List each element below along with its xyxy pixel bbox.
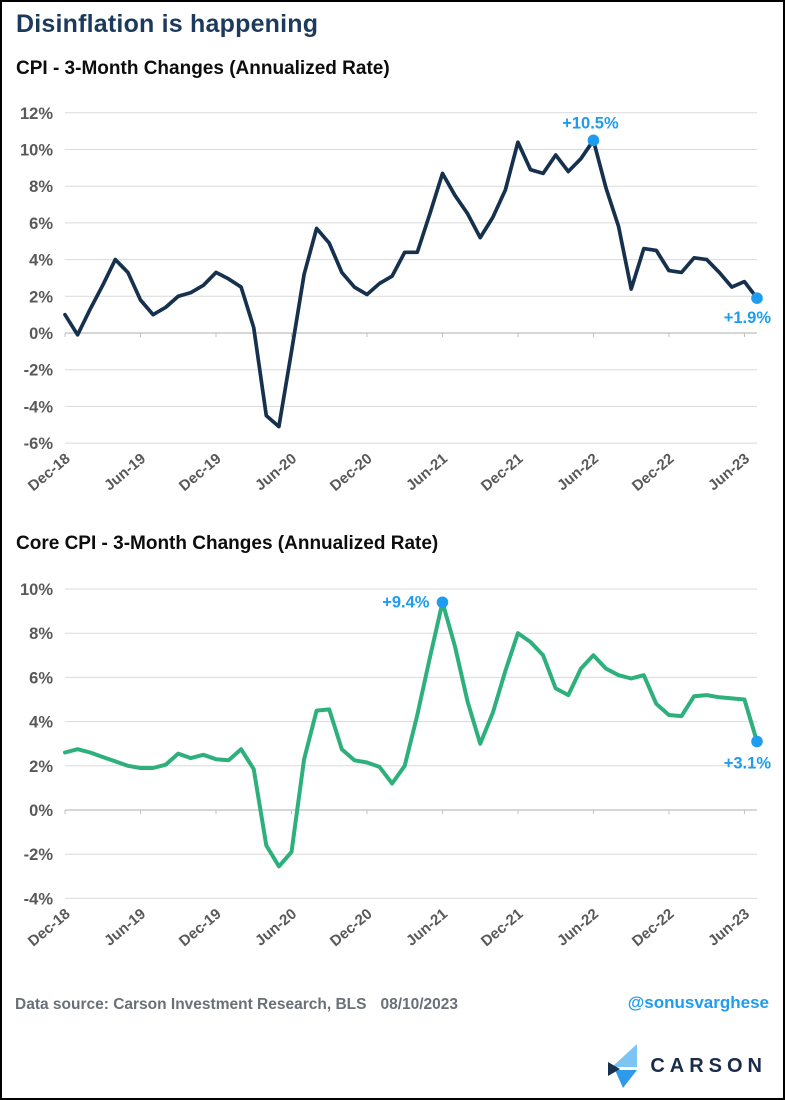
x-axis-label: Jun-22 bbox=[554, 905, 602, 949]
y-axis-label: 4% bbox=[29, 252, 53, 270]
y-axis-label: 4% bbox=[29, 714, 53, 732]
annotation-marker bbox=[587, 134, 600, 147]
y-axis-label: 0% bbox=[29, 802, 53, 820]
y-axis-label: 8% bbox=[29, 178, 53, 196]
annotation-label: +3.1% bbox=[724, 754, 772, 772]
data-line bbox=[63, 600, 759, 869]
x-axis-label: Dec-20 bbox=[327, 905, 376, 950]
y-axis-label: -4% bbox=[24, 890, 54, 908]
y-axis-label: -4% bbox=[24, 398, 54, 416]
x-axis-label: Jun-23 bbox=[705, 450, 753, 494]
carson-logo: CARSON bbox=[607, 1042, 767, 1090]
core-cpi-line-chart: 10% 8% 6% 4% 2% 0% -2% -4%Dec-18 Jun-19 Dec-19 Jun… bbox=[20, 581, 772, 950]
logo-triangle-mid bbox=[615, 1070, 638, 1088]
y-axis-label: 12% bbox=[20, 105, 53, 123]
annotation-marker bbox=[751, 735, 763, 748]
x-axis-label: Jun-19 bbox=[101, 905, 149, 949]
data-line bbox=[63, 138, 759, 429]
x-axis-label: Dec-19 bbox=[176, 905, 225, 950]
report-date: 08/10/2023 bbox=[380, 996, 459, 1013]
x-axis-label: Dec-18 bbox=[25, 450, 74, 495]
page-title: Disinflation is happening bbox=[16, 10, 319, 38]
y-axis-label: 0% bbox=[29, 325, 53, 343]
annotation-marker bbox=[436, 596, 449, 609]
source-label: Data source: Carson Investment Research,… bbox=[15, 996, 367, 1013]
y-axis-label: -6% bbox=[24, 435, 54, 453]
x-axis-label: Dec-21 bbox=[478, 450, 527, 495]
carson-logo-icon bbox=[608, 1044, 638, 1088]
annotation-marker bbox=[751, 292, 763, 304]
x-axis-label: Dec-22 bbox=[629, 450, 678, 495]
x-axis-label: Dec-20 bbox=[327, 450, 376, 495]
y-axis-label: 10% bbox=[20, 581, 53, 599]
logo-triangle-navy bbox=[608, 1062, 621, 1076]
y-axis-label: 6% bbox=[29, 215, 53, 233]
annotation-label: +1.9% bbox=[724, 309, 772, 327]
y-axis-label: -2% bbox=[24, 362, 54, 380]
y-axis-label: 2% bbox=[29, 758, 53, 776]
y-axis-label: 2% bbox=[29, 288, 53, 306]
annotation-label: +9.4% bbox=[382, 593, 430, 611]
x-axis-label: Dec-22 bbox=[629, 905, 678, 950]
cpi-line-chart: 12% 10% 8% 6% 4% 2% 0% -2% -4% -6%Dec-18 Jun-19 Dec… bbox=[20, 105, 772, 495]
cpi-chart-title: CPI - 3-Month Changes (Annualized Rate) bbox=[16, 58, 390, 79]
annotation-label: +10.5% bbox=[562, 114, 619, 132]
x-axis-label: Jun-20 bbox=[252, 905, 300, 949]
core-cpi-chart-title: Core CPI - 3-Month Changes (Annualized R… bbox=[16, 533, 439, 554]
x-axis-label: Dec-18 bbox=[25, 905, 74, 950]
x-axis-label: Jun-22 bbox=[554, 450, 602, 494]
x-axis-label: Jun-21 bbox=[403, 450, 451, 494]
x-axis-label: Jun-20 bbox=[252, 450, 300, 494]
x-axis-label: Jun-19 bbox=[101, 450, 149, 494]
x-axis-label: Jun-23 bbox=[705, 905, 753, 949]
y-axis-label: 8% bbox=[29, 625, 53, 643]
data-source-text: Data source: Carson Investment Research,… bbox=[15, 996, 458, 1014]
y-axis-label: 10% bbox=[20, 142, 53, 160]
logo-triangle-light bbox=[612, 1044, 638, 1067]
y-axis-label: 6% bbox=[29, 669, 53, 687]
x-axis-label: Dec-19 bbox=[176, 450, 225, 495]
carson-wordmark: CARSON bbox=[650, 1054, 767, 1077]
y-axis-label: -2% bbox=[24, 846, 54, 864]
x-axis-label: Jun-21 bbox=[403, 905, 451, 949]
x-axis-label: Dec-21 bbox=[478, 905, 527, 950]
twitter-handle: @sonusvarghese bbox=[627, 993, 769, 1012]
